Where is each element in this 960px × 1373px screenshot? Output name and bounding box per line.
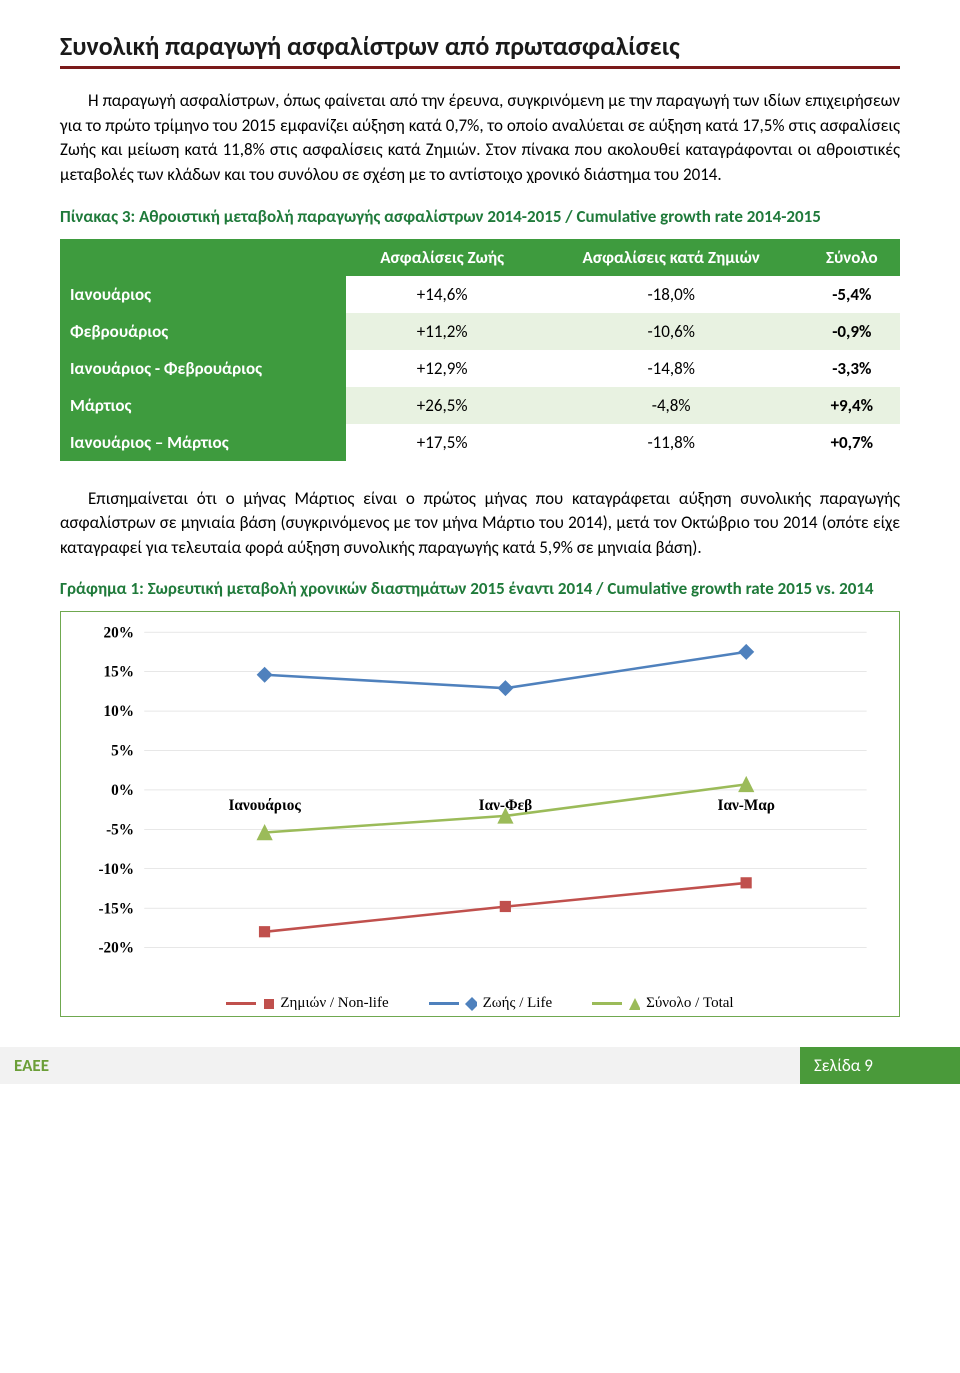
table-cell: Φεβρουάριος: [60, 313, 346, 350]
chart-legend: Ζημιών / Non-life Ζωής / Life Σύνολο / Tot…: [73, 995, 887, 1012]
svg-text:5%: 5%: [111, 743, 134, 760]
th-empty: [60, 239, 346, 276]
svg-text:Ιανουάριος: Ιανουάριος: [228, 798, 301, 815]
legend-item: Σύνολο / Total: [592, 995, 734, 1012]
table-cell: +17,5%: [346, 424, 539, 461]
table-cell: +12,9%: [346, 350, 539, 387]
table-cell: +9,4%: [804, 387, 900, 424]
svg-text:20%: 20%: [104, 625, 135, 642]
th-nonlife: Ασφαλίσεις κατά Ζημιών: [539, 239, 804, 276]
table-row: Φεβρουάριος+11,2%-10,6%-0,9%: [60, 313, 900, 350]
legend-marker: [262, 997, 274, 1009]
svg-text:-5%: -5%: [106, 822, 134, 839]
page-footer: ΕΑΕΕ Σελίδα 9: [0, 1047, 960, 1084]
svg-text:-10%: -10%: [98, 861, 134, 878]
legend-marker: [465, 997, 477, 1009]
svg-text:Ιαν-Μαρ: Ιαν-Μαρ: [718, 798, 775, 815]
legend-label: Ζωής / Life: [483, 995, 552, 1012]
table-cell: -3,3%: [804, 350, 900, 387]
th-life: Ασφαλίσεις Ζωής: [346, 239, 539, 276]
legend-line: [592, 1002, 622, 1005]
table-cell: -4,8%: [539, 387, 804, 424]
table-cell: +0,7%: [804, 424, 900, 461]
chart-caption: Γράφημα 1: Σωρευτική μεταβολή χρονικών δ…: [60, 578, 900, 599]
table-cell: -10,6%: [539, 313, 804, 350]
table-row: Μάρτιος+26,5%-4,8%+9,4%: [60, 387, 900, 424]
growth-table: Ασφαλίσεις Ζωής Ασφαλίσεις κατά Ζημιών Σ…: [60, 239, 900, 461]
table-cell: Ιανουάριος: [60, 276, 346, 313]
legend-line: [429, 1002, 459, 1005]
footer-right: Σελίδα 9: [800, 1047, 960, 1084]
table-row: Ιανουάριος - Φεβρουάριος+12,9%-14,8%-3,3…: [60, 350, 900, 387]
table-cell: -5,4%: [804, 276, 900, 313]
table-cell: -18,0%: [539, 276, 804, 313]
svg-text:15%: 15%: [104, 664, 135, 681]
table-caption: Πίνακας 3: Αθροιστική μεταβολή παραγωγής…: [60, 206, 900, 227]
table-cell: Ιανουάριος - Φεβρουάριος: [60, 350, 346, 387]
table-cell: Ιανουάριος – Μάρτιος: [60, 424, 346, 461]
chart-container: 20% 15% 10% 5% 0% -5% -10% -15% -20% Ιανουάριος Ια…: [60, 611, 900, 1016]
legend-label: Σύνολο / Total: [646, 995, 734, 1012]
svg-text:10%: 10%: [104, 704, 135, 721]
paragraph-2: Επισημαίνεται ότι ο μήνας Μάρτιος είναι …: [60, 487, 900, 561]
legend-item: Ζωής / Life: [429, 995, 552, 1012]
table-row: Ιανουάριος – Μάρτιος+17,5%-11,8%+0,7%: [60, 424, 900, 461]
legend-label: Ζημιών / Non-life: [280, 995, 388, 1012]
th-total: Σύνολο: [804, 239, 900, 276]
table-cell: +14,6%: [346, 276, 539, 313]
table-cell: Μάρτιος: [60, 387, 346, 424]
table-cell: -0,9%: [804, 313, 900, 350]
svg-text:-20%: -20%: [98, 940, 134, 957]
svg-text:-15%: -15%: [98, 901, 134, 918]
table-cell: +26,5%: [346, 387, 539, 424]
table-cell: -11,8%: [539, 424, 804, 461]
paragraph-1: Η παραγωγή ασφαλίστρων, όπως φαίνεται απ…: [60, 89, 900, 188]
growth-chart: 20% 15% 10% 5% 0% -5% -10% -15% -20% Ιανουάριος Ια…: [73, 622, 887, 988]
table-cell: +11,2%: [346, 313, 539, 350]
legend-item: Ζημιών / Non-life: [226, 995, 388, 1012]
svg-text:0%: 0%: [111, 782, 134, 799]
legend-marker: [628, 997, 640, 1009]
legend-line: [226, 1002, 256, 1005]
table-row: Ιανουάριος+14,6%-18,0%-5,4%: [60, 276, 900, 313]
page-heading: Συνολική παραγωγή ασφαλίστρων από πρωτασ…: [60, 30, 900, 69]
footer-left: ΕΑΕΕ: [0, 1047, 800, 1084]
table-cell: -14,8%: [539, 350, 804, 387]
